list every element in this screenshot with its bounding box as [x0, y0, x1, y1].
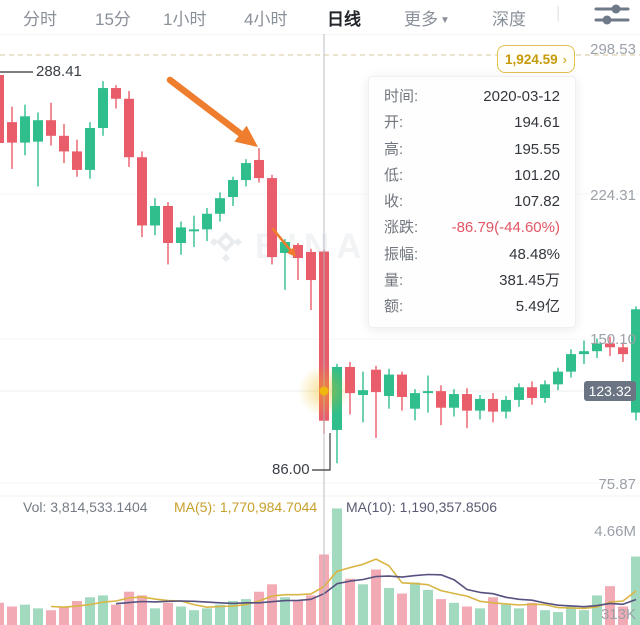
- tooltip-value: 107.82: [514, 193, 560, 210]
- ma10-value-label: MA(10): 1,190,357.8506: [346, 499, 497, 515]
- tab-depth[interactable]: 深度: [492, 10, 526, 29]
- tooltip-value-negative: -86.79(-44.60%): [451, 219, 560, 237]
- y-axis-tick-3: 150.10: [590, 331, 636, 348]
- tabbar-divider: |: [556, 3, 561, 22]
- current-price-badge[interactable]: 1,924.59 ›: [497, 45, 575, 73]
- ohlc-tooltip: 时间: 2020-03-12 开: 194.61 高: 195.55 低: 101.20…: [368, 76, 576, 328]
- last-price-badge: 123.32: [584, 381, 636, 401]
- tab-daily[interactable]: 日线: [327, 10, 361, 29]
- interval-tabbar: 分时 15分 1小时 4小时 日线 更多 ▼ 深度 |: [0, 0, 640, 34]
- vol-value-label: Vol: 3,814,533.1404: [23, 499, 148, 515]
- tooltip-row-low: 低: 101.20: [384, 166, 560, 184]
- tooltip-row-change: 涨跌: -86.79(-44.60%): [384, 220, 560, 236]
- tooltip-value: 48.48%: [509, 245, 560, 263]
- tooltip-value: 5.49亿: [515, 298, 560, 315]
- volume-axis-tick-2: 313K: [600, 606, 636, 623]
- tooltip-label: 时间:: [384, 88, 419, 105]
- tooltip-label: 收:: [384, 193, 404, 210]
- binance-logo-icon: [210, 232, 242, 262]
- tooltip-row-high: 高: 195.55: [384, 140, 560, 158]
- chart-settings-button[interactable]: [592, 2, 632, 33]
- marked-high-price-label: 288.41: [36, 63, 82, 80]
- tab-15min[interactable]: 15分: [95, 10, 131, 29]
- marked-low-price-label: 86.00: [272, 461, 310, 478]
- y-axis-tick-1: 298.53: [590, 41, 636, 58]
- volume-axis-tick-1: 4.66M: [594, 523, 636, 540]
- tooltip-label: 额:: [384, 298, 404, 315]
- tooltip-row-amplitude: 振幅: 48.48%: [384, 245, 560, 263]
- tooltip-row-open: 开: 194.61: [384, 115, 560, 131]
- tooltip-label: 量:: [384, 271, 404, 289]
- tooltip-label: 涨跌:: [384, 219, 419, 237]
- tooltip-value: 195.55: [514, 140, 560, 158]
- y-axis-tick-4: 75.87: [598, 476, 636, 493]
- tab-more[interactable]: 更多 ▼: [404, 5, 450, 30]
- tooltip-row-turnover: 额: 5.49亿: [384, 299, 560, 315]
- tab-4hour[interactable]: 4小时: [244, 10, 288, 29]
- y-axis-tick-2: 224.31: [590, 187, 636, 204]
- tab-more-label: 更多: [404, 10, 438, 29]
- tooltip-row-close: 收: 107.82: [384, 194, 560, 210]
- tab-1hour[interactable]: 1小时: [163, 10, 207, 29]
- chevron-down-icon: ▼: [440, 15, 450, 26]
- tooltip-row-volume: 量: 381.45万: [384, 271, 560, 289]
- tooltip-value: 381.45万: [499, 271, 560, 289]
- chevron-right-icon: ›: [562, 51, 567, 67]
- tooltip-label: 高:: [384, 140, 404, 158]
- tooltip-label: 开:: [384, 114, 404, 132]
- tooltip-label: 振幅:: [384, 245, 419, 263]
- tooltip-row-time: 时间: 2020-03-12: [384, 89, 560, 105]
- tooltip-value: 194.61: [514, 114, 560, 132]
- current-price-value: 1,924.59: [505, 51, 558, 67]
- tooltip-label: 低:: [384, 166, 404, 184]
- tooltip-value: 101.20: [514, 166, 560, 184]
- ma5-value-label: MA(5): 1,770,984.7044: [174, 499, 318, 515]
- tab-timeline[interactable]: 分时: [23, 10, 57, 29]
- tooltip-value: 2020-03-12: [483, 88, 560, 105]
- volume-indicator-row: Vol: 3,814,533.1404 MA(5): 1,770,984.704…: [0, 499, 640, 517]
- sliders-icon: [594, 4, 630, 25]
